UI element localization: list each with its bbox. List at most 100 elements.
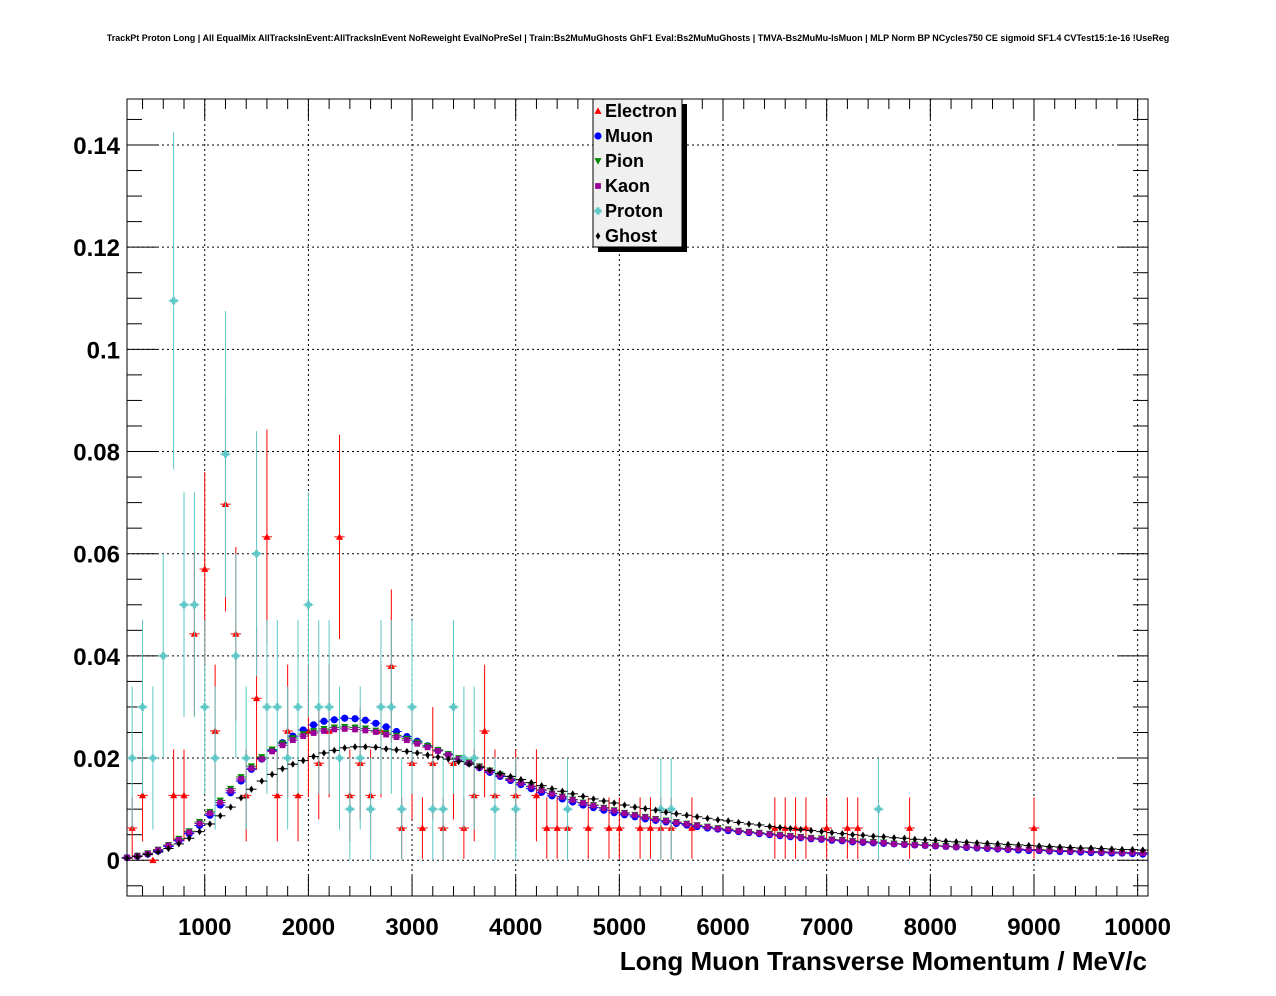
ghost-marker: [922, 836, 928, 844]
kaon-marker: [549, 790, 555, 797]
ghost-point: [463, 760, 475, 768]
ghost-point: [121, 854, 133, 862]
proton-marker: [149, 754, 157, 762]
kaon-marker: [828, 836, 835, 843]
ghost-marker: [756, 821, 762, 829]
proton-marker: [273, 703, 281, 711]
proton-point: [489, 758, 501, 861]
ghost-point: [598, 797, 609, 805]
kaon-point: [712, 825, 724, 832]
electron-marker: [688, 824, 696, 831]
muon-marker: [361, 716, 370, 724]
ghost-marker: [497, 769, 503, 777]
kaon-point: [422, 744, 433, 751]
electron-marker: [481, 727, 489, 734]
proton-marker: [460, 754, 468, 762]
kaon-point: [526, 783, 537, 790]
ghost-point: [837, 830, 848, 838]
ghost-point: [567, 790, 578, 798]
kaon-point: [1044, 847, 1055, 854]
kaon-marker: [331, 726, 338, 733]
proton-marker: [315, 703, 323, 711]
kaon-marker: [652, 816, 659, 823]
x-tick-label: 2000: [282, 914, 335, 941]
ghost-marker: [570, 790, 576, 798]
proton-point: [158, 553, 169, 759]
ghost-point: [1085, 844, 1097, 852]
muon-point: [380, 723, 392, 731]
ghost-marker: [788, 824, 793, 833]
ghost-marker: [1099, 844, 1104, 853]
proton-marker: [398, 805, 406, 813]
proton-marker: [429, 805, 437, 813]
electron-marker: [584, 824, 592, 831]
ghost-marker: [1088, 844, 1094, 852]
electron-point: [645, 797, 656, 859]
proton-marker: [377, 703, 385, 711]
proton-marker: [387, 703, 395, 711]
ghost-marker: [124, 854, 130, 862]
kaon-point: [287, 737, 299, 744]
kaon-point: [837, 837, 848, 844]
kaon-point: [349, 726, 361, 733]
ghost-point: [360, 743, 371, 751]
ghost-point: [152, 848, 164, 856]
kaon-marker: [663, 818, 669, 824]
kaon-marker: [1036, 847, 1043, 853]
ghost-point: [899, 834, 910, 842]
kaon-marker: [1015, 846, 1022, 852]
ghost-point: [743, 820, 755, 828]
legend-box: [592, 98, 683, 248]
ghost-point: [1023, 841, 1034, 850]
kaon-marker: [1025, 846, 1032, 853]
ghost-marker: [477, 763, 482, 771]
kaon-marker: [248, 765, 255, 772]
ghost-point: [660, 808, 672, 816]
ghost-point: [733, 818, 744, 827]
proton-point: [396, 758, 407, 861]
ghost-point: [391, 746, 402, 754]
kaon-marker: [435, 748, 441, 754]
electron-marker: [636, 824, 644, 831]
proton-point: [355, 686, 366, 830]
electron-point: [261, 429, 273, 645]
kaon-marker: [1005, 846, 1011, 852]
kaon-marker: [590, 802, 597, 809]
ghost-marker: [611, 799, 617, 807]
electron-marker: [532, 791, 541, 799]
proton-point: [562, 758, 573, 861]
electron-point: [334, 434, 345, 640]
electron-marker: [543, 824, 551, 831]
kaon-point: [1023, 846, 1034, 853]
x-tick-labels: 1000 2000 3000 4000 5000 6000 7000 8000 9000 1000…: [178, 914, 1171, 941]
kaon-marker: [424, 744, 431, 751]
kaon-marker: [901, 841, 908, 848]
ghost-point: [142, 851, 153, 859]
ghost-marker: [539, 782, 544, 790]
ghost-point: [1106, 845, 1117, 853]
ghost-marker: [166, 844, 171, 853]
ghost-marker: [736, 818, 741, 827]
kaon-point: [992, 845, 1003, 852]
kaon-marker: [352, 726, 358, 733]
kaon-marker: [808, 835, 815, 842]
kaon-point: [733, 828, 744, 834]
muon-marker: [320, 717, 328, 725]
ghost-marker: [269, 770, 275, 779]
proton-point: [272, 620, 283, 794]
ghost-point: [650, 806, 661, 814]
ghost-marker: [974, 839, 980, 847]
kaon-point: [629, 812, 641, 819]
kaon-marker: [289, 737, 296, 744]
x-tick-label: 10000: [1104, 914, 1171, 941]
kaon-marker: [797, 834, 804, 841]
kaon-marker: [538, 787, 545, 794]
kaon-marker: [186, 829, 193, 836]
ghost-point: [681, 811, 692, 819]
kaon-point: [681, 821, 692, 827]
kaon-marker: [310, 730, 317, 736]
ghost-marker: [290, 760, 296, 768]
legend-marker-proton: [594, 207, 602, 215]
ghost-point: [515, 775, 527, 784]
ghost-point: [132, 853, 143, 861]
